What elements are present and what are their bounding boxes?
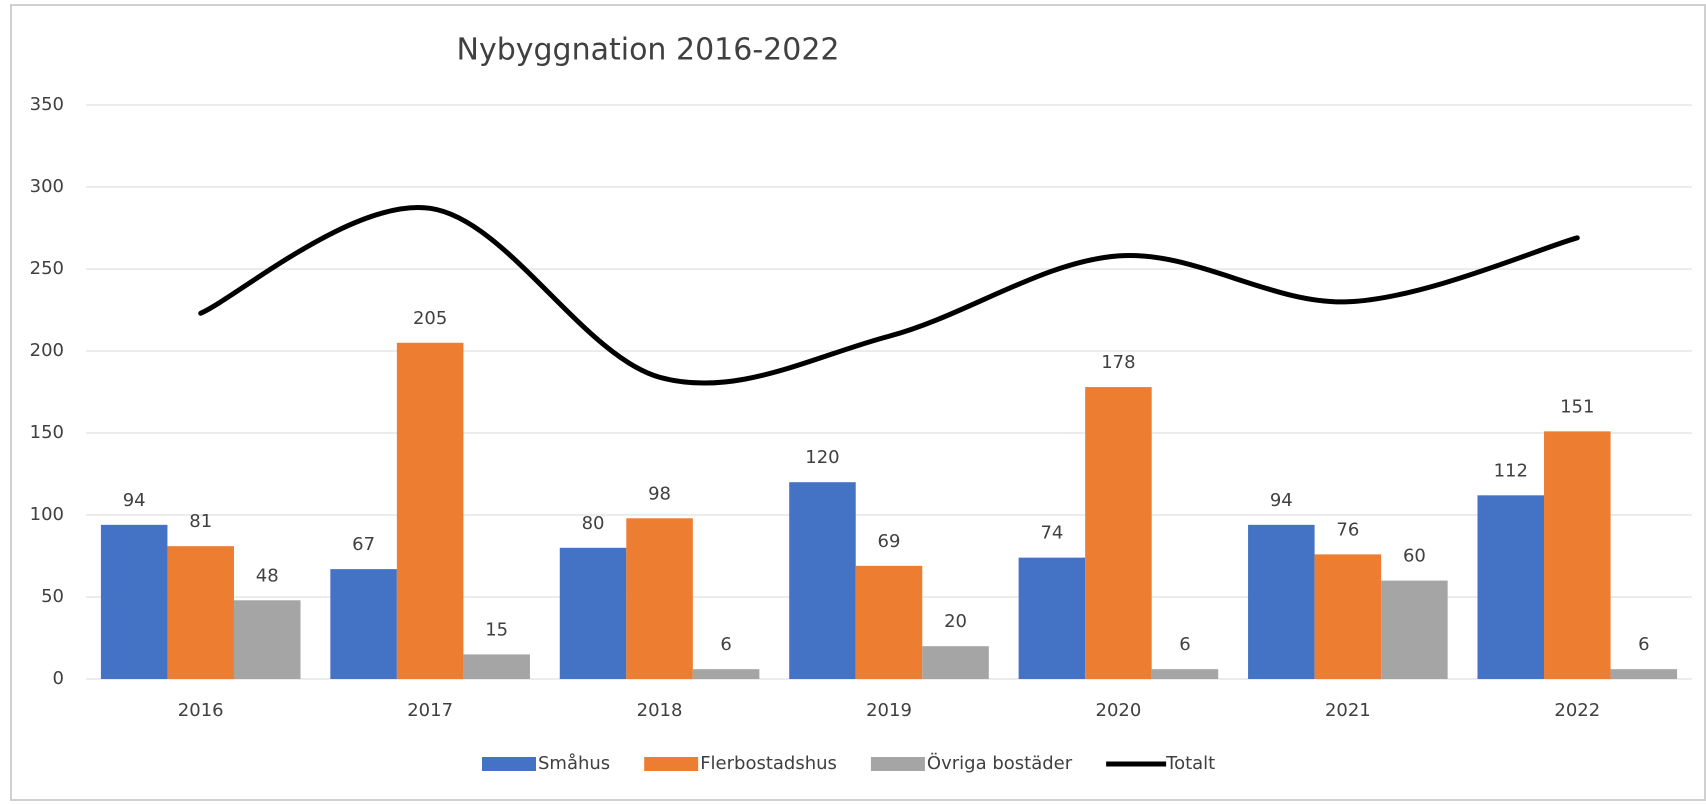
y-tick-label: 300 [30, 176, 64, 197]
legend-label: Småhus [538, 753, 610, 774]
chart-frame [10, 4, 1706, 801]
legend-label: Flerbostadshus [700, 753, 837, 774]
x-tick-label: 2021 [1325, 700, 1371, 721]
bar [692, 669, 760, 679]
x-tick-label: 2022 [1554, 700, 1600, 721]
bar [922, 646, 989, 679]
data-label: 60 [1403, 546, 1426, 567]
data-label: 94 [123, 490, 146, 511]
y-tick-label: 50 [41, 586, 64, 607]
bar [1477, 495, 1545, 679]
chart-title: Nybyggnation 2016-2022 [457, 33, 840, 68]
data-label: 94 [1270, 490, 1293, 511]
x-tick-label: 2019 [866, 700, 912, 721]
legend-swatch [644, 757, 699, 771]
data-label: 178 [1101, 352, 1135, 373]
legend-label: Övriga bostäder [927, 752, 1073, 774]
x-tick-label: 2020 [1096, 700, 1142, 721]
y-tick-label: 150 [30, 422, 64, 443]
bar [100, 524, 168, 679]
bar [1248, 524, 1315, 679]
bar [396, 342, 464, 679]
x-tick-label: 2017 [407, 700, 453, 721]
bar [167, 546, 234, 679]
line [198, 205, 1580, 386]
y-tick-label: 200 [30, 340, 64, 361]
data-label: 20 [944, 611, 967, 632]
y-tick-label: 0 [53, 668, 64, 689]
data-label: 98 [648, 483, 671, 504]
y-tick-label: 250 [30, 258, 64, 279]
bar [1381, 580, 1448, 679]
bar [1151, 669, 1219, 679]
data-label: 74 [1040, 523, 1063, 544]
data-label: 112 [1494, 460, 1528, 481]
bar [1085, 387, 1152, 679]
data-label: 67 [352, 534, 375, 555]
bar [463, 654, 530, 679]
bar [1544, 431, 1611, 679]
bar [559, 547, 627, 679]
bar [626, 518, 693, 679]
bar [1610, 669, 1678, 679]
legend-label: Totalt [1165, 753, 1215, 774]
data-label: 81 [189, 511, 212, 532]
x-tick-label: 2016 [178, 700, 224, 721]
bar [1314, 554, 1382, 679]
data-label: 6 [1638, 634, 1649, 655]
data-label: 15 [485, 619, 508, 640]
data-label: 6 [1179, 634, 1190, 655]
legend-swatch [870, 757, 925, 771]
data-label: 76 [1336, 519, 1359, 540]
data-label: 205 [413, 308, 447, 329]
bar [789, 482, 856, 679]
data-label: 48 [256, 565, 279, 586]
data-label: 80 [582, 513, 605, 534]
bar [330, 569, 397, 679]
bar [855, 565, 923, 679]
y-tick-label: 100 [30, 504, 64, 525]
data-label: 6 [720, 634, 731, 655]
data-label: 69 [878, 531, 901, 552]
x-tick-label: 2018 [637, 700, 683, 721]
legend-swatch [482, 757, 536, 771]
bar [1018, 557, 1086, 679]
bar [233, 600, 301, 679]
y-tick-label: 350 [30, 94, 64, 115]
data-label: 120 [805, 447, 839, 468]
data-label: 151 [1560, 396, 1594, 417]
